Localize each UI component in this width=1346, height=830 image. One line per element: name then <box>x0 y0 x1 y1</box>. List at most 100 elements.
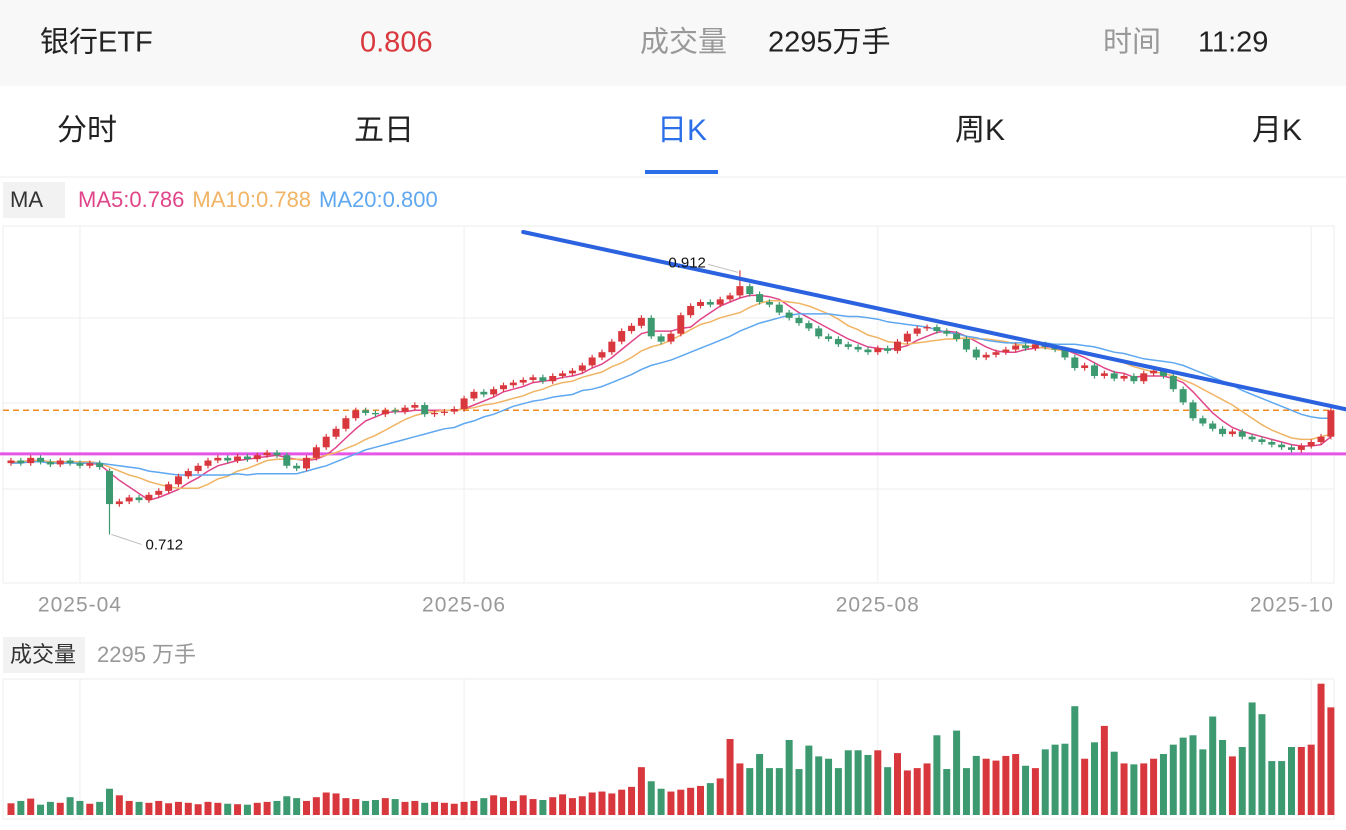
tab-active[interactable]: 日K <box>657 114 707 147</box>
candle-body <box>1110 373 1118 379</box>
candle-body <box>618 331 626 342</box>
volume-bar <box>894 753 901 815</box>
candle-body <box>962 338 970 350</box>
ma-line <box>11 313 1331 476</box>
volume-bar <box>243 804 251 815</box>
volume-bar <box>1140 763 1148 815</box>
legend-entry: MA10:0.788 <box>192 187 311 212</box>
candle-body <box>450 408 458 412</box>
volume-bar <box>746 768 754 815</box>
candle-body <box>204 460 212 466</box>
tab[interactable]: 月K <box>1252 114 1302 147</box>
candle-body <box>283 455 291 466</box>
candle-body <box>1091 365 1098 376</box>
volume-bar <box>1199 749 1207 815</box>
candle-body <box>677 315 685 334</box>
candle-body <box>17 460 25 464</box>
volume-bar <box>253 802 261 815</box>
volume-bar <box>500 797 507 815</box>
volume-bar <box>115 795 123 815</box>
volume-bar <box>37 804 45 815</box>
volume-bar <box>637 767 645 815</box>
candle-body <box>578 365 586 371</box>
candle-body <box>657 336 665 342</box>
volume-bar <box>96 801 104 815</box>
volume-bar <box>756 754 764 815</box>
etf-name: 银行ETF <box>40 26 153 59</box>
volume-bar <box>135 801 143 815</box>
volume-bar <box>834 768 842 815</box>
candle-body <box>1169 375 1177 390</box>
tab[interactable]: 周K <box>955 114 1005 147</box>
candle-body <box>746 286 754 295</box>
volume-bar <box>1051 744 1059 815</box>
candle-body <box>736 286 744 296</box>
candle-body <box>362 410 370 413</box>
volume-bar <box>559 794 567 815</box>
candle-body <box>125 497 133 502</box>
candle-body <box>1258 439 1266 442</box>
volume-bar <box>1041 749 1049 815</box>
candle-body <box>1159 370 1167 376</box>
candle-body <box>480 391 488 395</box>
x-tick-label: 2025-06 <box>422 594 506 617</box>
volume-bar <box>174 801 182 815</box>
time: 11:29 <box>1198 27 1268 59</box>
volume-bar <box>795 769 803 815</box>
volume-bar <box>1091 742 1098 815</box>
candle-body <box>1061 349 1069 358</box>
annotation: 0.912 <box>668 254 706 271</box>
volume-bar <box>155 800 163 815</box>
candle-body <box>884 348 892 351</box>
volume-bar <box>854 750 862 815</box>
annotation-leader <box>111 533 142 545</box>
legend-entry: MA20:0.800 <box>319 187 438 212</box>
tab[interactable]: 五日 <box>354 114 414 147</box>
volume-bar <box>825 758 833 815</box>
volume-bar <box>322 792 330 815</box>
volume-bar <box>647 781 655 815</box>
volume-bar <box>805 745 813 815</box>
candle-body <box>1100 373 1108 376</box>
candle-body <box>421 405 429 415</box>
volume-bar <box>371 799 379 815</box>
candle-body <box>86 463 94 466</box>
volume-bar <box>677 789 685 815</box>
candle-body <box>27 457 35 464</box>
candle-body <box>332 428 340 437</box>
candle-body <box>214 457 222 461</box>
candle-body <box>224 457 232 461</box>
candle-body <box>76 463 84 466</box>
volume-bar <box>145 802 153 815</box>
candle-body <box>903 333 911 342</box>
volume-bar <box>66 797 74 815</box>
candle-body <box>608 341 616 353</box>
volume-bar <box>618 789 626 815</box>
candle-body <box>135 497 143 501</box>
candle-body <box>864 349 872 353</box>
tab[interactable]: 分时 <box>57 114 117 147</box>
candle-body <box>7 460 15 464</box>
volume-bar <box>874 750 882 815</box>
volume-bar <box>263 801 271 815</box>
candle-body <box>1327 410 1335 437</box>
candle-body <box>982 354 990 358</box>
indicator-box <box>3 182 65 218</box>
candle-body <box>411 405 419 408</box>
volume-bar <box>519 795 527 815</box>
x-tick-label: 2025-10 <box>1250 594 1334 617</box>
candle-body <box>1199 418 1207 424</box>
volume-bar <box>86 803 94 815</box>
volume-bar <box>56 802 64 815</box>
candle-body <box>1248 436 1256 440</box>
volume-bar <box>470 800 478 815</box>
candle-body <box>785 312 793 318</box>
candle-body <box>1317 436 1325 442</box>
volume-box <box>3 637 85 673</box>
candle-body <box>539 377 547 382</box>
volume-bar <box>765 768 773 815</box>
volume-bar <box>76 800 84 815</box>
volume-bar <box>588 792 596 815</box>
volume-bar <box>431 801 439 815</box>
